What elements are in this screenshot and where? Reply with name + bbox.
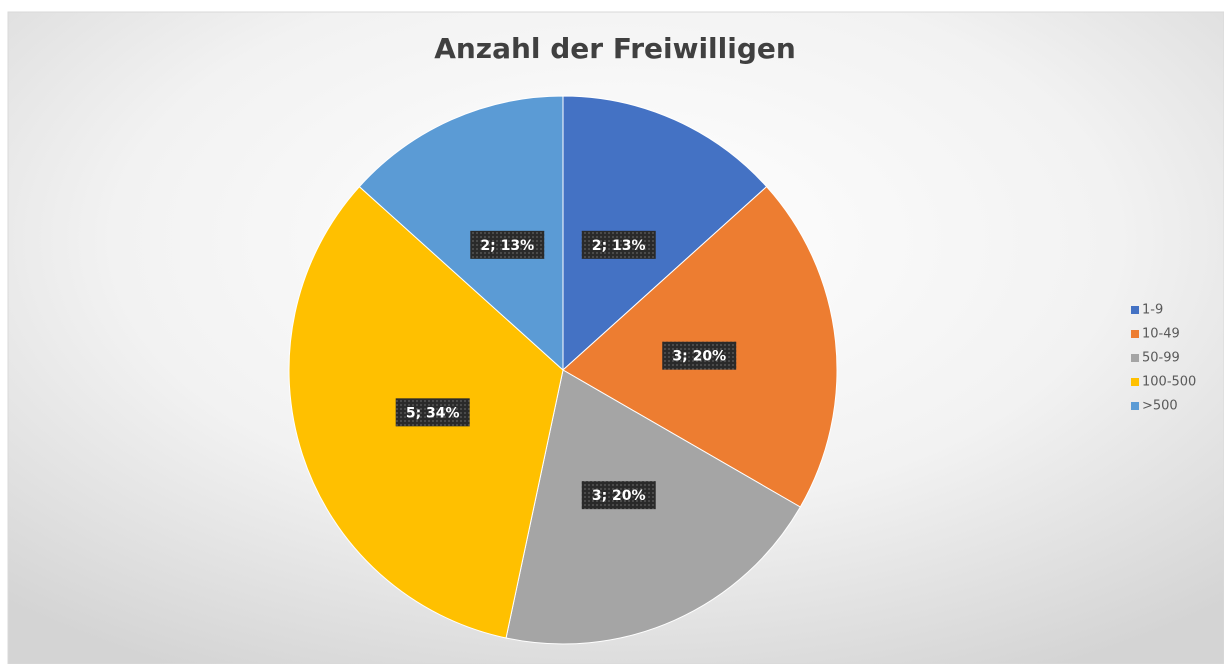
data-label: 3; 20% [592,488,646,504]
pie-slice [358,95,564,372]
chart-title: Anzahl der Freiwilligen [434,32,796,65]
legend-label: >500 [1142,399,1178,414]
data-label-box [470,230,545,259]
data-label-box [662,341,737,370]
legend-marker [1131,354,1139,362]
legend-marker [1131,378,1139,386]
legend-label: 10-49 [1142,327,1180,342]
legend-marker [1131,330,1139,338]
data-label: 5; 34% [406,405,460,421]
legend-marker [1131,402,1139,410]
data-label-box [581,230,656,259]
legend-marker [1131,306,1139,314]
legend-label: 1-9 [1142,303,1163,318]
data-label: 2; 13% [592,238,646,254]
data-label-box [581,481,656,510]
legend-label: 100-500 [1142,375,1196,390]
data-label: 3; 20% [672,349,726,365]
pie-slice [562,95,768,372]
data-label-box [395,398,470,427]
legend-label: 50-99 [1142,351,1180,366]
data-label: 2; 13% [480,238,534,254]
